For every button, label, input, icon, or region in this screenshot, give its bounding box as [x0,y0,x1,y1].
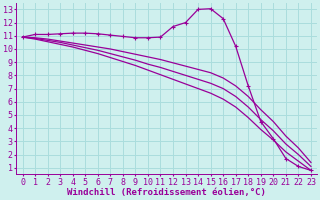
X-axis label: Windchill (Refroidissement éolien,°C): Windchill (Refroidissement éolien,°C) [67,188,266,197]
